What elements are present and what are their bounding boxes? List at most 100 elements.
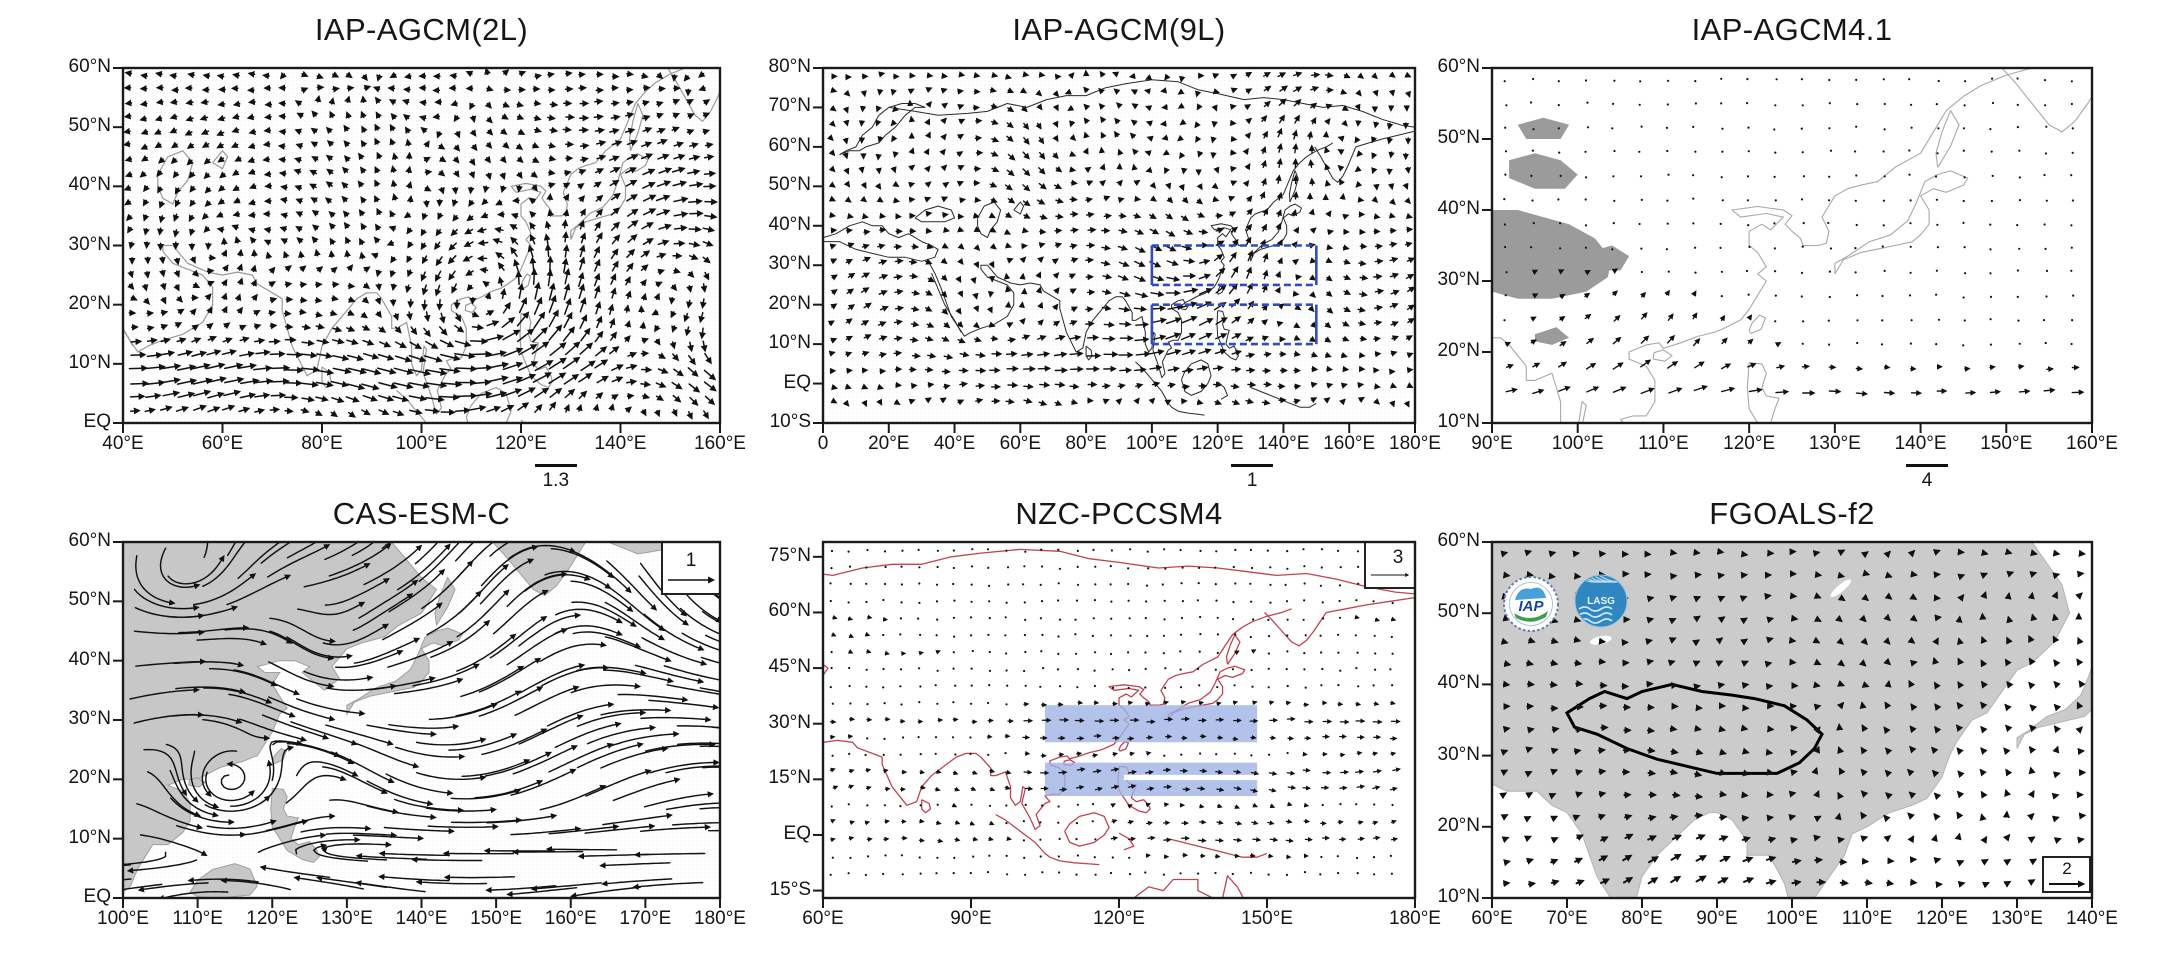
panel-title: NZC-PCCSM4 <box>1015 496 1223 531</box>
y-tick-label: 60°N <box>68 56 111 77</box>
x-tick-label: 140°E <box>594 433 647 454</box>
iap-logo-text: IAP <box>1518 598 1544 615</box>
y-tick-label: 40°N <box>68 174 111 196</box>
reference-vector-box: 3 <box>1364 541 1416 589</box>
x-tick-label: 80°E <box>1065 433 1107 454</box>
y-tick-label: 15°N <box>768 767 811 789</box>
map-layers <box>823 68 1415 423</box>
panel-title: CAS-ESM-C <box>332 496 511 531</box>
wind-vector-map-iap-agcm-9l <box>813 66 1417 433</box>
y-tick-label: 50°N <box>1437 127 1480 148</box>
band-gap <box>1123 774 1258 781</box>
institute-logos: IAP LASG <box>1503 574 1628 632</box>
x-tick-label: 40°E <box>102 433 144 454</box>
panel-title: IAP-AGCM(2L) <box>314 12 529 47</box>
y-tick-label: 10°N <box>68 826 111 848</box>
map-layers <box>1492 68 2092 423</box>
y-tick-label: 75°N <box>768 544 811 566</box>
y-tick-label: 10°N <box>768 332 811 354</box>
x-tick-label: 140°E <box>1894 433 1947 454</box>
lasg-logo-text: LASG <box>1587 596 1615 607</box>
x-tick-label: 150°E <box>470 908 523 929</box>
axis-frame <box>821 66 1417 425</box>
reference-vector-value: 3 <box>1393 547 1404 568</box>
reference-vector-value: 1 <box>686 550 697 571</box>
wind-vector-map-iap-agcm41 <box>1482 66 2094 433</box>
x-tick-label: 160°E <box>544 908 597 929</box>
x-tick-label: 140°E <box>2066 908 2118 929</box>
y-tick-label: 60°N <box>1437 56 1480 77</box>
y-tick-label: 20°N <box>1437 340 1480 361</box>
reference-vector-value: 1 <box>1246 470 1258 491</box>
y-tick-label: 40°N <box>68 648 111 670</box>
plateau-shading <box>1492 117 1630 345</box>
y-tick-label: 50°N <box>68 115 111 137</box>
x-tick-label: 100°E <box>1766 908 1818 929</box>
y-tick-label: 60°N <box>68 530 111 551</box>
lake-baikal <box>1830 579 1851 598</box>
y-tick-label: 45°N <box>768 656 811 678</box>
x-tick-label: 110°E <box>1841 908 1893 929</box>
y-tick-label: 30°N <box>68 708 111 729</box>
x-tick-label: 130°E <box>1808 433 1861 454</box>
reference-vector-line <box>1906 464 1948 467</box>
y-tick-label: 60°N <box>768 134 811 156</box>
y-tick-label: 70°N <box>768 95 811 117</box>
panel-title: FGOALS-f2 <box>1709 496 1875 531</box>
highlight-band <box>1045 705 1258 743</box>
x-tick-label: 100°E <box>395 433 448 454</box>
x-tick-label: 120°E <box>1191 433 1244 454</box>
x-tick-label: 80°E <box>301 433 343 454</box>
x-tick-label: 160°E <box>1323 433 1376 454</box>
axis-ticks <box>1482 67 2093 433</box>
y-tick-label: 10°N <box>1437 886 1480 907</box>
x-tick-label: 120°E <box>1916 908 1968 929</box>
wind-arrows <box>123 542 720 898</box>
wind-arrows <box>829 548 1401 877</box>
axis-ticks <box>813 67 1416 433</box>
reference-vector-line <box>1231 464 1274 467</box>
y-tick-label: 15°S <box>769 878 811 900</box>
x-tick-label: 140°E <box>395 908 448 929</box>
map-layers <box>123 542 720 898</box>
iap-logo: IAP <box>1503 576 1559 632</box>
lasg-logo: LASG <box>1574 574 1628 628</box>
x-tick-label: 120°E <box>495 433 547 454</box>
highlight-boxes <box>1150 244 1318 346</box>
axis-ticks <box>113 67 721 433</box>
wind-vector-map-cas-esm-c: 1 <box>113 540 722 908</box>
y-tick-label: 40°N <box>1437 672 1480 694</box>
map-layers <box>123 68 720 423</box>
x-tick-label: 180°E <box>1389 433 1441 454</box>
x-tick-label: 130°E <box>320 908 373 929</box>
reference-vector-value: 4 <box>1921 470 1933 491</box>
x-tick-label: 150°E <box>1241 908 1293 929</box>
y-tick-label: 60°N <box>768 600 811 622</box>
x-tick-label: 60°E <box>999 433 1042 454</box>
x-tick-label: 60°E <box>1471 908 1513 929</box>
x-tick-label: 170°E <box>619 908 672 929</box>
y-tick-label: 40°N <box>768 213 811 235</box>
x-tick-label: 90°E <box>1696 908 1738 929</box>
y-tick-label: 30°N <box>68 233 111 255</box>
x-tick-label: 110°E <box>172 908 223 929</box>
y-tick-label: 40°N <box>1437 198 1480 219</box>
y-tick-label: 10°S <box>769 411 811 432</box>
reference-vector-value: 1.3 <box>542 470 570 491</box>
y-tick-label: 50°N <box>68 589 111 611</box>
tibetan-plateau-outline <box>1565 682 1824 775</box>
y-tick-label: 20°N <box>1437 814 1480 836</box>
x-tick-label: 160°E <box>2066 433 2118 454</box>
y-tick-label: EQ <box>83 886 111 907</box>
x-tick-label: 60°E <box>201 433 244 454</box>
wind-vector-map-nzc-pccsm4: 3 <box>813 540 1417 908</box>
axis-frame <box>1490 66 2094 425</box>
y-tick-label: 20°N <box>68 292 111 314</box>
y-tick-label: 30°N <box>1437 269 1480 290</box>
x-tick-label: 100°E <box>1551 433 1604 454</box>
y-tick-label: EQ <box>783 371 811 393</box>
y-tick-label: EQ <box>83 411 111 432</box>
x-tick-label: 90°E <box>950 908 992 929</box>
panel-title: IAP-AGCM4.1 <box>1691 12 1893 47</box>
